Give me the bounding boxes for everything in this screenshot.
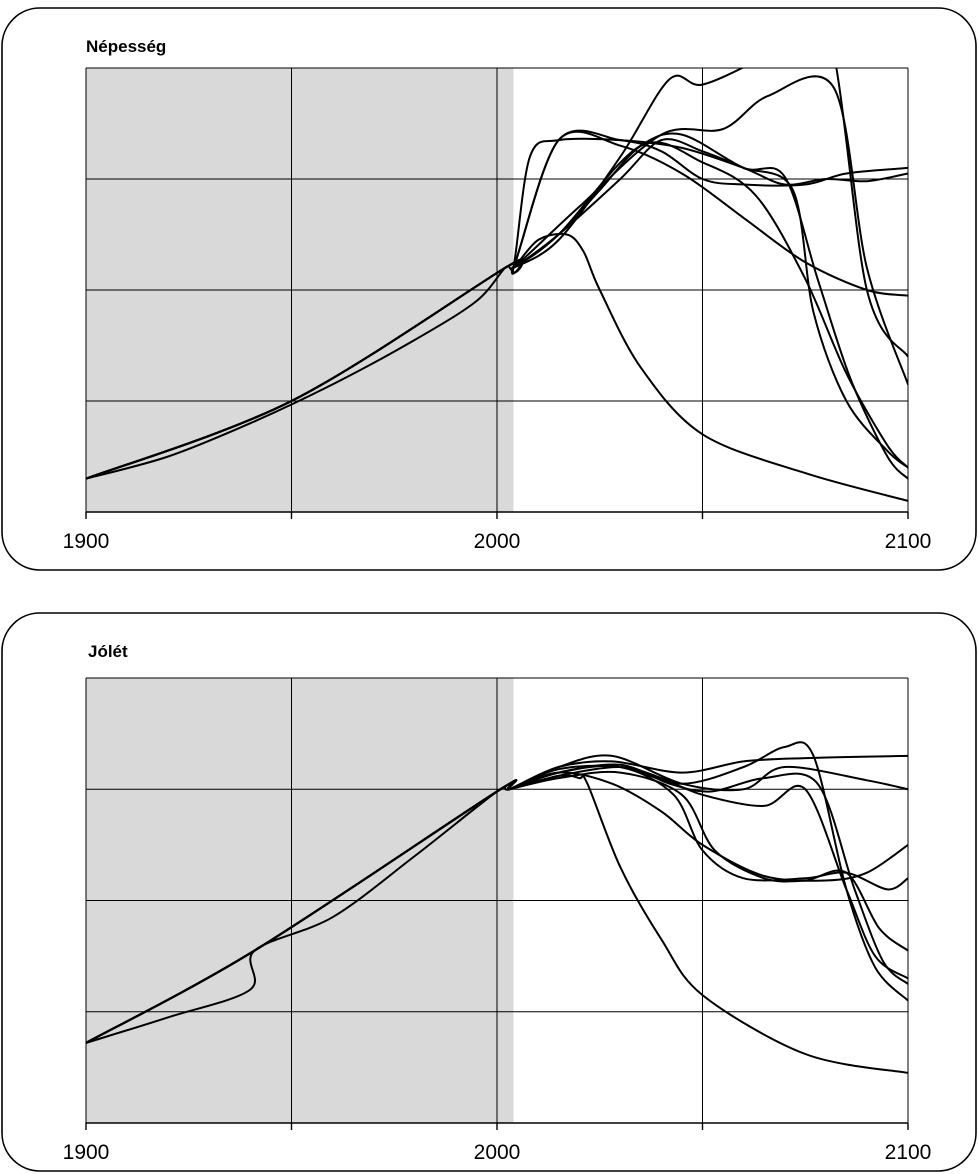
population-chart: Népesség 1900 2000 2100 <box>1 7 977 571</box>
x-tick-label: 2100 <box>885 1141 932 1164</box>
x-tick-label: 2000 <box>474 1141 521 1164</box>
panel-frame <box>1 7 977 571</box>
plot-area: 1900 2000 2100 <box>63 67 932 553</box>
x-tick-label: 1900 <box>63 530 110 553</box>
chart-title: Jólét <box>88 642 128 661</box>
chart-title: Népesség <box>86 37 166 56</box>
x-tick-label: 2100 <box>885 530 932 553</box>
series-line-9 <box>86 130 908 480</box>
series-line-9 <box>86 771 908 1044</box>
chart-panel-population: Népesség 1900 2000 2100 <box>0 0 978 580</box>
plot-area: 1900 2000 2100 <box>63 677 932 1164</box>
chart-panel-welfare: Jólét 1900 2000 2100 <box>0 605 978 1174</box>
x-tick-label: 2000 <box>474 530 521 553</box>
panel-frame <box>1 612 977 1172</box>
series-line-1 <box>86 232 908 502</box>
welfare-chart: Jólét 1900 2000 2100 <box>1 612 977 1172</box>
x-tick-label: 1900 <box>63 1141 110 1164</box>
